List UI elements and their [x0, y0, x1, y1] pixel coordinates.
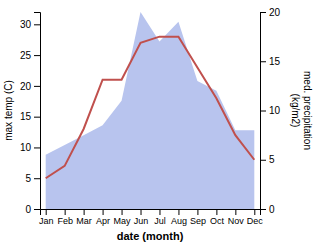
tick-mark [34, 55, 40, 56]
tick-mark [65, 209, 66, 215]
tick-mark [34, 86, 40, 87]
tick: Jan [39, 209, 54, 226]
tick: May [114, 209, 132, 226]
x-axis: JanFebMar Apr MayJun Jul AugSep OctNovDec [39, 209, 263, 226]
tick-label: May [114, 216, 132, 226]
tick-label: 20 [20, 81, 32, 92]
tick-label: 15 [20, 111, 32, 122]
tick: 5 [25, 173, 40, 184]
tick-label: Dec [247, 216, 264, 226]
tick: 0 [25, 204, 40, 215]
tick: 10 [20, 142, 40, 153]
x-axis-title: date (month) [117, 230, 184, 242]
chart-container: JanFebMar Apr MayJun Jul AugSep OctNovDec 0 5 10… [0, 0, 318, 245]
axis-line [41, 210, 261, 216]
tick-label: Mar [76, 216, 92, 226]
tick-label: 25 [20, 50, 32, 61]
tick-label: Sep [190, 216, 206, 226]
tick-label: Jan [39, 216, 54, 226]
tick: Nov [228, 209, 245, 226]
tick: 15 [20, 111, 40, 122]
y2-axis: 0 5 10 15 20 [260, 7, 281, 215]
tick: 25 [20, 50, 40, 61]
marks [46, 12, 255, 209]
tick-mark [141, 209, 142, 215]
tick-mark [260, 209, 266, 210]
tick-label: 0 [269, 204, 275, 215]
tick-label: 10 [269, 105, 281, 116]
tick-label: Jul [154, 216, 166, 226]
tick-mark [34, 178, 40, 179]
tick-mark [260, 111, 266, 112]
tick-mark [216, 209, 217, 215]
tick-mark [235, 209, 236, 215]
y-axis: 0 5 10 15 20 25 30 [20, 13, 41, 215]
tick-mark [197, 209, 198, 215]
tick-mark [159, 209, 160, 215]
chart-svg: JanFebMar Apr MayJun Jul AugSep OctNovDec 0 5 10… [0, 0, 318, 245]
tick-label: Apr [96, 216, 110, 226]
tick-mark [84, 209, 85, 215]
tick: 30 [20, 19, 40, 30]
tick-label: Aug [171, 216, 187, 226]
tick-mark [260, 12, 266, 13]
tick: Jul [154, 209, 166, 226]
tick-mark [34, 147, 40, 148]
tick-label: Jun [134, 216, 149, 226]
tick-label: 10 [20, 142, 32, 153]
tick: 0 [260, 204, 275, 215]
tick-mark [46, 209, 47, 215]
tick: 20 [20, 81, 40, 92]
tick-label: Nov [228, 216, 245, 226]
tick-mark [254, 209, 255, 215]
tick-mark [178, 209, 179, 215]
tick-label: 20 [269, 7, 281, 18]
tick-mark [34, 209, 40, 210]
tick-label: Oct [210, 216, 225, 226]
tick-mark [34, 24, 40, 25]
tick: Oct [210, 209, 225, 226]
y2-axis-title-line: (kg/m2) [290, 94, 301, 128]
tick-label: 0 [25, 204, 31, 215]
tick-mark [34, 117, 40, 118]
y2-axis-title: med. precipitation(kg/m2) [290, 71, 313, 150]
tick: Jun [134, 209, 149, 226]
tick: 20 [260, 7, 281, 18]
tick: Dec [247, 209, 264, 226]
y-axis-title: max temp (C) [3, 80, 14, 141]
line [46, 37, 255, 179]
tick: Mar [76, 209, 92, 226]
axis-line [261, 13, 267, 210]
tick-mark [260, 61, 266, 62]
tick: 10 [260, 105, 281, 116]
tick: 5 [260, 154, 275, 165]
tick-label: 30 [20, 19, 32, 30]
tick-label: 5 [269, 154, 275, 165]
tick-label: 15 [269, 56, 281, 67]
axis-line [34, 13, 41, 210]
tick: Aug [171, 209, 187, 226]
plot-area: JanFebMar Apr MayJun Jul AugSep OctNovDec 0 5 10… [3, 7, 313, 242]
tick: Feb [57, 209, 73, 226]
tick-mark [103, 209, 104, 215]
tick: Sep [190, 209, 206, 226]
tick-mark [122, 209, 123, 215]
tick-label: Feb [57, 216, 73, 226]
area [46, 12, 255, 209]
tick: Apr [96, 209, 110, 226]
tick-mark [260, 160, 266, 161]
tick-label: 5 [25, 173, 31, 184]
tick: 15 [260, 56, 281, 67]
y2-axis-title-line: med. precipitation [302, 71, 313, 150]
